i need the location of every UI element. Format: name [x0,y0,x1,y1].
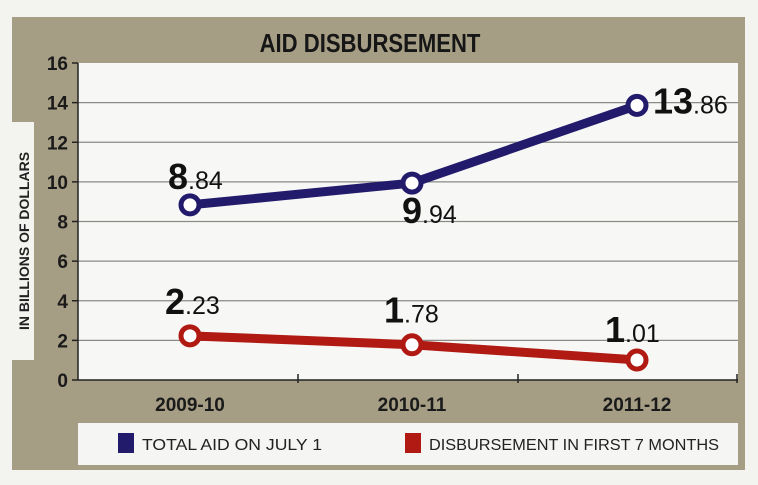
y-tick-label: 2 [57,331,68,352]
y-tick-label: 16 [47,54,68,75]
y-tick-label: 8 [57,213,68,234]
legend-label: TOTAL AID ON JULY 1 [142,437,322,454]
legend-swatch [118,433,134,453]
y-tick-label: 10 [47,173,68,194]
legend-swatch [405,433,421,453]
x-tick-label: 2009-10 [155,395,225,416]
y-axis-label: IN BILLIONS OF DOLLARS [16,152,32,330]
y-tick-label: 14 [47,94,69,115]
legend-label: DISBURSEMENT IN FIRST 7 MONTHS [429,437,719,454]
data-point [625,348,649,372]
data-label: 1.01 [605,309,660,350]
data-label: 8.84 [168,156,223,197]
data-label: 2.23 [165,281,220,322]
y-tick-label: 0 [57,371,68,392]
y-tick-label: 4 [57,292,68,313]
y-tick-label: 6 [57,252,68,273]
data-label: 1.78 [384,290,439,331]
x-tick-label: 2011-12 [603,395,672,416]
data-point [625,93,649,117]
data-point [400,171,424,195]
data-point [178,193,202,217]
x-tick-label: 2010-11 [378,395,447,416]
y-axis-label-bg [12,122,34,360]
data-point [400,333,424,357]
data-label: 9.94 [402,190,457,231]
chart-title: AID DISBURSEMENT [260,29,481,58]
data-label: 13.86 [653,80,728,121]
y-tick-label: 12 [47,133,68,154]
data-point [178,324,202,348]
